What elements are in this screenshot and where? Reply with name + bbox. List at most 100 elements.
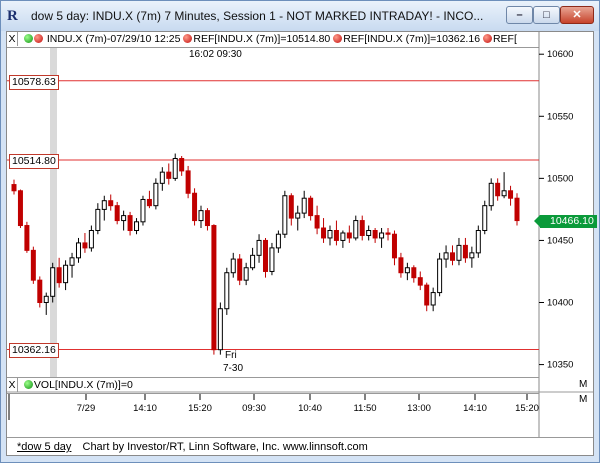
candle-body bbox=[146, 198, 152, 207]
candle-body bbox=[391, 233, 397, 259]
volume-label[interactable]: VOL[INDU.X (7m)]=0 bbox=[33, 379, 133, 391]
candle-body bbox=[359, 220, 365, 236]
candle-body bbox=[353, 220, 359, 239]
x-tick-label: 10:40 bbox=[298, 403, 322, 414]
annotation-day: Fri bbox=[225, 350, 237, 361]
maximize-button[interactable]: □ bbox=[533, 6, 560, 24]
candle-body bbox=[340, 232, 346, 241]
volume-header: X VOL[INDU.X (7m)]=0 bbox=[7, 377, 539, 394]
candle-body bbox=[385, 232, 391, 235]
ref1-label[interactable]: REF[INDU.X (7m)]=10514.80 bbox=[193, 33, 331, 45]
candle-body bbox=[108, 200, 114, 207]
candle-body bbox=[462, 244, 468, 259]
candle-body bbox=[282, 195, 288, 235]
last-price-marker: 10466.10 bbox=[534, 215, 597, 228]
candle-body bbox=[159, 171, 165, 184]
candle-body bbox=[185, 170, 191, 194]
x-tick-label: 7/29 bbox=[77, 403, 96, 414]
candle-body bbox=[501, 190, 507, 197]
candle-body bbox=[430, 292, 436, 306]
candle-body bbox=[250, 254, 256, 269]
candle-body bbox=[488, 182, 494, 207]
time-m-button[interactable]: M bbox=[579, 394, 588, 405]
chart-close-button[interactable]: X bbox=[7, 32, 18, 46]
maximize-icon: □ bbox=[543, 9, 550, 21]
status-red-icon bbox=[33, 34, 43, 43]
candle-body bbox=[140, 198, 146, 223]
candle-body bbox=[204, 210, 210, 227]
candle-body bbox=[24, 225, 30, 251]
candle-body bbox=[495, 182, 501, 197]
candle-body bbox=[30, 249, 36, 281]
candle-body bbox=[437, 258, 443, 294]
candle-body bbox=[256, 239, 262, 256]
status-green-icon bbox=[23, 34, 33, 43]
close-icon: ✕ bbox=[572, 9, 582, 21]
ref-red-icon bbox=[482, 34, 492, 43]
price-chart[interactable]: 10600 10550 10500 10450 10400 10350 7/29 14:10 1… bbox=[7, 32, 593, 455]
candle-body bbox=[333, 230, 339, 241]
minimize-icon: – bbox=[516, 9, 523, 21]
candle-body bbox=[301, 197, 307, 214]
volume-m-button[interactable]: M bbox=[579, 379, 588, 390]
volume-close-button[interactable]: X bbox=[7, 378, 18, 392]
candle-body bbox=[263, 239, 268, 272]
candle-body bbox=[82, 242, 88, 249]
candle-body bbox=[456, 244, 462, 261]
candle-body bbox=[237, 258, 243, 281]
minimize-button[interactable]: – bbox=[506, 6, 533, 24]
chart-tab[interactable]: *dow 5 day bbox=[17, 441, 72, 453]
x-tick-label: 14:10 bbox=[133, 403, 157, 414]
x-tick-label: 13:00 bbox=[407, 403, 431, 414]
candle-body bbox=[56, 267, 62, 284]
ref-level-label[interactable]: 10578.63 bbox=[9, 75, 59, 90]
y-tick-label: 10550 bbox=[547, 111, 573, 122]
ref-red-icon bbox=[183, 34, 193, 43]
y-tick-label: 10450 bbox=[547, 235, 573, 246]
y-tick-label: 10350 bbox=[547, 360, 573, 371]
symbol-label[interactable]: INDU.X (7m)-07/29/10 12:25 bbox=[46, 33, 181, 45]
chart-header: X INDU.X (7m)-07/29/10 12:25 REF[INDU.X … bbox=[7, 32, 539, 48]
candle-body bbox=[192, 192, 198, 222]
session-shade bbox=[50, 48, 57, 377]
chart-pane[interactable]: X INDU.X (7m)-07/29/10 12:25 REF[INDU.X … bbox=[6, 31, 597, 456]
candle-body bbox=[211, 225, 217, 351]
candle-body bbox=[379, 232, 385, 239]
y-tick-label: 10600 bbox=[547, 49, 573, 60]
candle-body bbox=[514, 197, 520, 222]
volume-green-icon bbox=[23, 380, 33, 389]
title-bar[interactable]: R dow 5 day: INDU.X (7m) 7 Minutes, Sess… bbox=[1, 1, 599, 31]
x-tick-label: 11:50 bbox=[353, 403, 376, 414]
footer: *dow 5 day Chart by Investor/RT, Linn So… bbox=[7, 437, 593, 456]
candle-body bbox=[443, 252, 449, 260]
candle-body bbox=[63, 264, 69, 284]
candle-body bbox=[508, 190, 514, 199]
candle-body bbox=[37, 279, 43, 304]
candle-body bbox=[75, 242, 81, 259]
annotation-date: 7-30 bbox=[223, 363, 244, 374]
ref2-label[interactable]: REF[INDU.X (7m)]=10362.16 bbox=[343, 33, 481, 45]
ref-level-label[interactable]: 10514.80 bbox=[9, 154, 59, 169]
candle-body bbox=[469, 252, 475, 259]
candle-body bbox=[121, 215, 127, 222]
candle-body bbox=[295, 212, 301, 219]
ref3-label[interactable]: REF[ bbox=[492, 33, 517, 45]
investor-rt-logo-icon: R bbox=[7, 8, 18, 24]
candle-body bbox=[269, 247, 275, 272]
footer-credit: Chart by Investor/RT, Linn Software, Inc… bbox=[82, 441, 368, 453]
candle-body bbox=[482, 205, 488, 232]
close-button[interactable]: ✕ bbox=[560, 6, 594, 24]
candle-body bbox=[243, 267, 249, 281]
ref-level-label[interactable]: 10362.16 bbox=[9, 343, 59, 358]
candle-body bbox=[327, 230, 333, 239]
candle-body bbox=[134, 221, 140, 232]
candle-body bbox=[398, 257, 404, 274]
candle-body bbox=[166, 171, 172, 179]
candle-body bbox=[308, 197, 314, 217]
candle-body bbox=[424, 284, 430, 306]
session-break-label: 16:02 09:30 bbox=[189, 49, 242, 60]
x-tick-label: 09:30 bbox=[242, 403, 266, 414]
candle-body bbox=[11, 184, 17, 192]
candle-body bbox=[288, 195, 294, 219]
candle-body bbox=[179, 157, 185, 172]
